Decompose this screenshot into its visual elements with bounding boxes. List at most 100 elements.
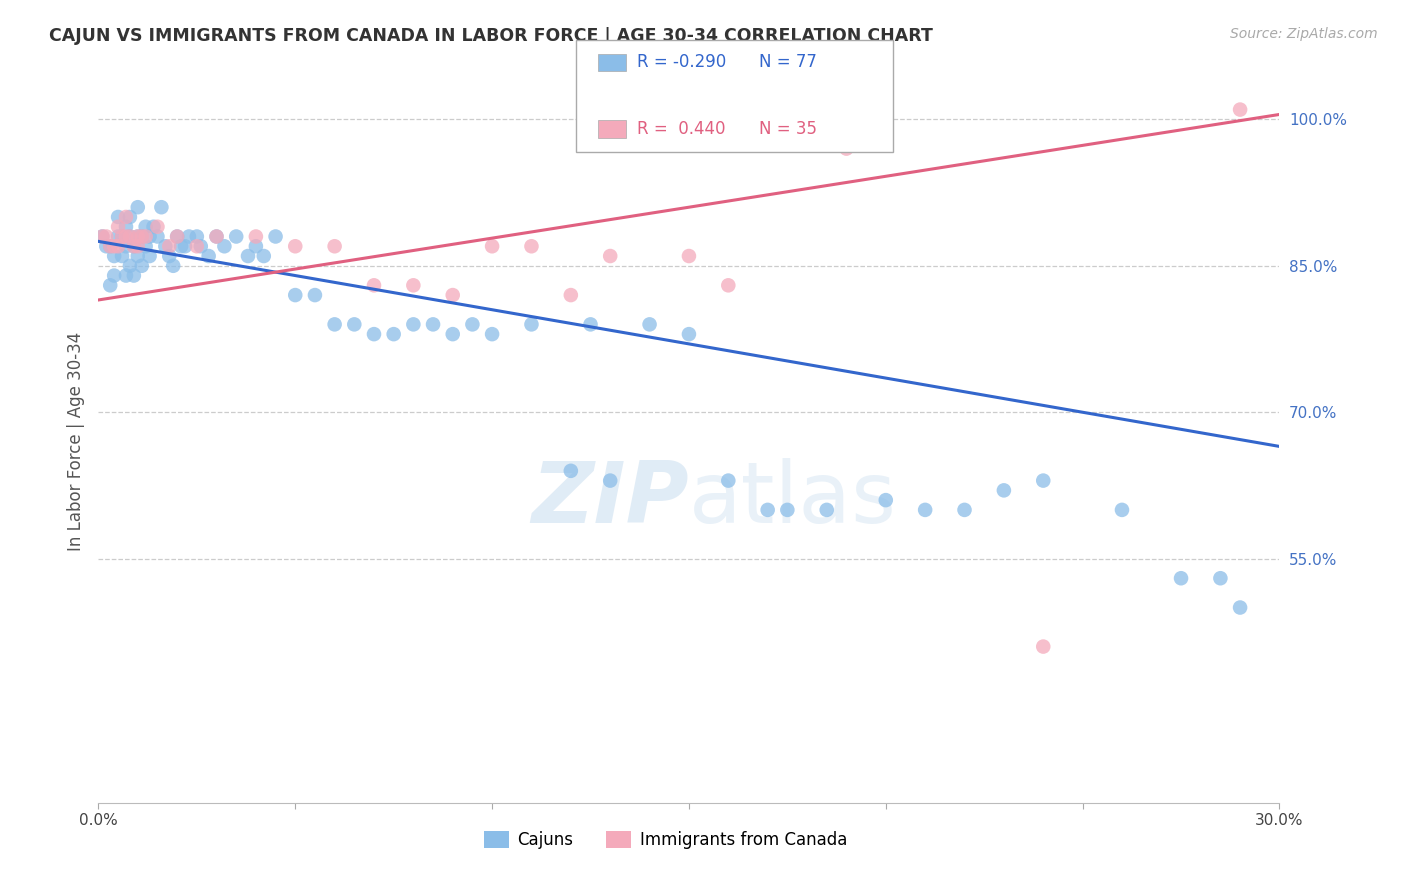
Point [135,239,157,253]
Point [402,278,425,293]
Text: atlas: atlas [689,458,897,541]
Point [323,239,346,253]
Point [304,288,326,302]
Legend: Cajuns, Immigrants from Canada: Cajuns, Immigrants from Canada [477,824,853,856]
Point [253,249,276,263]
Point [481,239,503,253]
Point [520,239,543,253]
Point [835,142,858,156]
Point [115,219,138,234]
Point [111,229,134,244]
Point [402,318,425,332]
Point [91,229,114,244]
Point [579,318,602,332]
Point [98,278,121,293]
Point [146,219,169,234]
Point [131,259,153,273]
Point [815,503,838,517]
Point [157,239,180,253]
Point [122,268,145,283]
Point [118,210,141,224]
Point [1032,474,1054,488]
Point [599,249,621,263]
Point [146,229,169,244]
Point [284,239,307,253]
Text: N = 35: N = 35 [759,120,817,138]
Point [363,327,385,342]
Point [162,259,184,273]
Point [776,503,799,517]
Point [127,229,149,244]
Point [197,249,219,263]
Point [678,249,700,263]
Point [1170,571,1192,585]
Point [127,249,149,263]
Point [264,229,287,244]
Point [1209,571,1232,585]
Point [131,229,153,244]
Point [186,229,208,244]
Point [323,318,346,332]
Point [166,229,188,244]
Point [115,268,138,283]
Point [225,229,247,244]
Point [96,229,118,244]
Point [103,239,125,253]
Point [115,239,138,253]
Point [138,229,160,244]
Text: Source: ZipAtlas.com: Source: ZipAtlas.com [1230,27,1378,41]
Point [111,229,134,244]
Point [166,229,188,244]
Point [560,464,582,478]
Point [1111,503,1133,517]
Point [103,268,125,283]
Text: ZIP: ZIP [531,458,689,541]
Point [236,249,259,263]
Point [363,278,385,293]
Point [284,288,307,302]
Point [875,493,897,508]
Point [111,249,134,263]
Point [91,229,114,244]
Point [135,229,157,244]
Point [1032,640,1054,654]
Text: CAJUN VS IMMIGRANTS FROM CANADA IN LABOR FORCE | AGE 30-34 CORRELATION CHART: CAJUN VS IMMIGRANTS FROM CANADA IN LABOR… [49,27,934,45]
Point [422,318,444,332]
Point [245,239,267,253]
Point [118,229,141,244]
Point [382,327,405,342]
Point [205,229,228,244]
Text: N = 77: N = 77 [759,54,817,71]
Y-axis label: In Labor Force | Age 30-34: In Labor Force | Age 30-34 [66,332,84,551]
Point [98,239,121,253]
Point [170,239,193,253]
Point [174,239,197,253]
Point [135,219,157,234]
Point [678,327,700,342]
Point [560,288,582,302]
Point [756,503,779,517]
Text: R = -0.290: R = -0.290 [637,54,725,71]
Point [441,327,464,342]
Point [190,239,212,253]
Point [717,278,740,293]
Point [993,483,1015,498]
Point [441,288,464,302]
Point [1229,600,1251,615]
Point [914,503,936,517]
Point [142,219,165,234]
Point [107,229,129,244]
Point [118,229,141,244]
Text: R =  0.440: R = 0.440 [637,120,725,138]
Point [1229,103,1251,117]
Point [481,327,503,342]
Point [107,210,129,224]
Point [150,200,173,214]
Point [107,239,129,253]
Point [186,239,208,253]
Point [520,318,543,332]
Point [138,249,160,263]
Point [214,239,236,253]
Point [115,229,138,244]
Point [118,259,141,273]
